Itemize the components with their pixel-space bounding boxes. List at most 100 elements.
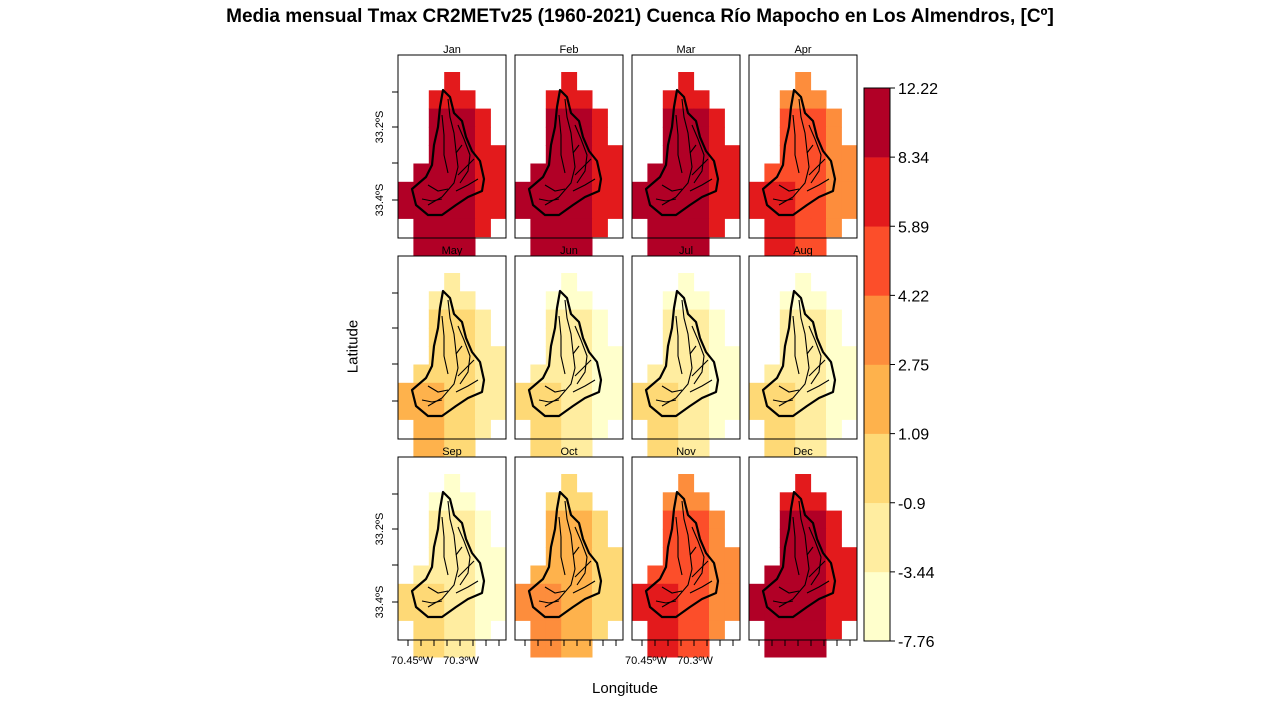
river-line bbox=[421, 198, 443, 202]
panel-title: Feb bbox=[560, 44, 579, 56]
grid-cell bbox=[779, 638, 796, 658]
river-line bbox=[572, 580, 596, 594]
grid-cell bbox=[592, 200, 608, 219]
grid-cell bbox=[413, 419, 430, 439]
panel-nov: Nov bbox=[631, 446, 741, 658]
grid-cell bbox=[428, 181, 445, 201]
river-line bbox=[427, 184, 449, 192]
grid-cell bbox=[647, 437, 664, 457]
grid-cell bbox=[444, 565, 461, 585]
grid-cell bbox=[779, 236, 796, 256]
colorbar-label: -0.9 bbox=[898, 496, 926, 513]
grid-cell bbox=[662, 437, 679, 457]
grid-cell bbox=[678, 236, 695, 256]
grid-cell bbox=[576, 492, 593, 512]
river-line bbox=[544, 500, 576, 608]
grid-cell bbox=[841, 163, 858, 183]
grid-cell bbox=[459, 291, 476, 311]
grid-cell bbox=[592, 510, 608, 530]
grid-cell bbox=[459, 492, 476, 512]
grid-cell bbox=[428, 108, 445, 128]
grid-cell bbox=[607, 547, 624, 566]
y-tick-label: 33.2ºS bbox=[374, 111, 386, 144]
river-line bbox=[689, 379, 713, 393]
river-line bbox=[772, 600, 794, 604]
grid-cell bbox=[810, 492, 827, 512]
river-line bbox=[689, 580, 713, 594]
grid-cell bbox=[490, 565, 507, 585]
grid-cell bbox=[662, 510, 679, 530]
colorbar-segment bbox=[864, 571, 890, 642]
grid-cell bbox=[678, 474, 695, 493]
grid-cell bbox=[576, 510, 593, 530]
river-line bbox=[689, 345, 697, 355]
river-line bbox=[806, 178, 830, 192]
grid-cell bbox=[475, 145, 491, 164]
colorbar-label: 1.09 bbox=[898, 427, 929, 444]
panel-frame bbox=[748, 54, 858, 239]
panel-frame bbox=[748, 255, 858, 440]
grid-cell bbox=[475, 547, 491, 566]
grid-cell bbox=[592, 620, 608, 640]
river-line bbox=[427, 299, 459, 407]
grid-cell bbox=[795, 364, 812, 384]
grid-cell bbox=[545, 218, 562, 238]
grid-cell bbox=[749, 200, 765, 219]
river-line bbox=[544, 299, 576, 407]
grid-cell bbox=[413, 437, 430, 457]
grid-cell bbox=[662, 638, 679, 658]
x-tick-label: 70.45ºW bbox=[625, 655, 668, 667]
river-line bbox=[427, 500, 459, 608]
grid-cell bbox=[444, 419, 461, 439]
river-line bbox=[772, 198, 794, 202]
grid-cell bbox=[678, 510, 695, 530]
grid-cell bbox=[632, 602, 648, 621]
grid-cell bbox=[749, 382, 765, 402]
grid-cell bbox=[678, 163, 695, 183]
river-line bbox=[558, 516, 566, 576]
river-line bbox=[441, 315, 449, 375]
colorbar-segment bbox=[864, 226, 890, 296]
grid-cell bbox=[779, 346, 796, 365]
river-line bbox=[792, 516, 800, 576]
river-line bbox=[572, 345, 580, 355]
grid-cell bbox=[428, 218, 445, 238]
river-line bbox=[572, 178, 596, 192]
grid-cell bbox=[530, 181, 547, 201]
grid-cell bbox=[662, 145, 679, 164]
x-tick-label: 70.3ºW bbox=[677, 655, 713, 667]
grid-cell bbox=[795, 474, 812, 493]
grid-cell bbox=[764, 218, 781, 238]
grid-cell bbox=[779, 163, 796, 183]
grid-cell bbox=[826, 401, 842, 420]
grid-cell bbox=[795, 163, 812, 183]
grid-cell bbox=[592, 419, 608, 439]
river-line bbox=[808, 359, 826, 377]
grid-cell bbox=[607, 602, 624, 621]
river-line bbox=[574, 359, 592, 377]
grid-cell bbox=[810, 638, 827, 658]
panel-sep: Sep bbox=[392, 446, 507, 658]
grid-cell bbox=[764, 638, 781, 658]
basin-outline bbox=[644, 289, 720, 418]
river-line bbox=[661, 98, 693, 206]
grid-cell bbox=[413, 236, 430, 256]
grid-cell bbox=[475, 419, 491, 439]
river-line bbox=[457, 124, 471, 184]
grid-cell bbox=[428, 638, 445, 658]
river-line bbox=[689, 144, 697, 154]
grid-cell bbox=[561, 163, 578, 183]
grid-cell bbox=[444, 236, 461, 256]
grid-cell bbox=[444, 474, 461, 493]
grid-cell bbox=[662, 565, 679, 585]
grid-cell bbox=[841, 346, 858, 365]
grid-cell bbox=[779, 547, 796, 566]
grid-cell bbox=[795, 181, 812, 201]
river-line bbox=[675, 114, 683, 174]
grid-cell bbox=[709, 145, 725, 164]
grid-cell bbox=[693, 90, 710, 110]
grid-cell bbox=[709, 108, 725, 128]
colorbar-segment bbox=[864, 364, 890, 434]
grid-cell bbox=[398, 200, 414, 219]
grid-cell bbox=[724, 163, 741, 183]
